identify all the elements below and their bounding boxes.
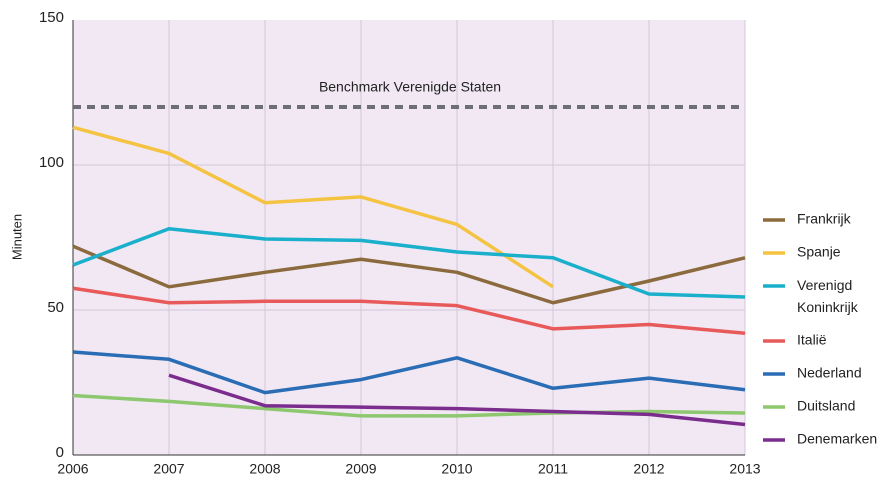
series-line (72, 350, 746, 395)
series-line (72, 227, 746, 299)
x-tick-label: 2013 (729, 461, 760, 477)
legend-label: Nederland (797, 365, 862, 381)
series-line (72, 125, 554, 289)
x-tick-label: 2011 (538, 461, 568, 477)
legend-label: Duitsland (797, 398, 855, 414)
x-tick-label: 2008 (249, 461, 280, 477)
legend-label: Denemarken (797, 431, 877, 447)
series-line (72, 244, 746, 305)
y-tick-label: 150 (39, 9, 64, 26)
y-axis-label: Minuten (9, 214, 24, 260)
plot-background (73, 20, 745, 455)
x-tick-label: 2009 (345, 461, 376, 477)
series-line (72, 393, 746, 418)
legend-label: Frankrijk (797, 211, 852, 227)
legend-label: Italië (797, 332, 827, 348)
y-tick-label: 100 (39, 154, 64, 171)
series-line (72, 286, 746, 335)
x-tick-label: 2006 (57, 461, 88, 477)
benchmark-label: Benchmark Verenigde Staten (319, 79, 501, 95)
legend-label: Spanje (797, 244, 841, 260)
y-tick-label: 50 (47, 299, 64, 316)
series-line (168, 373, 746, 427)
x-tick-label: 2012 (633, 461, 664, 477)
legend-label: Verenigd Koninkrijk (797, 277, 859, 315)
x-tick-label: 2007 (153, 461, 184, 477)
x-tick-label: 2010 (441, 461, 472, 477)
y-tick-label: 0 (56, 444, 64, 461)
